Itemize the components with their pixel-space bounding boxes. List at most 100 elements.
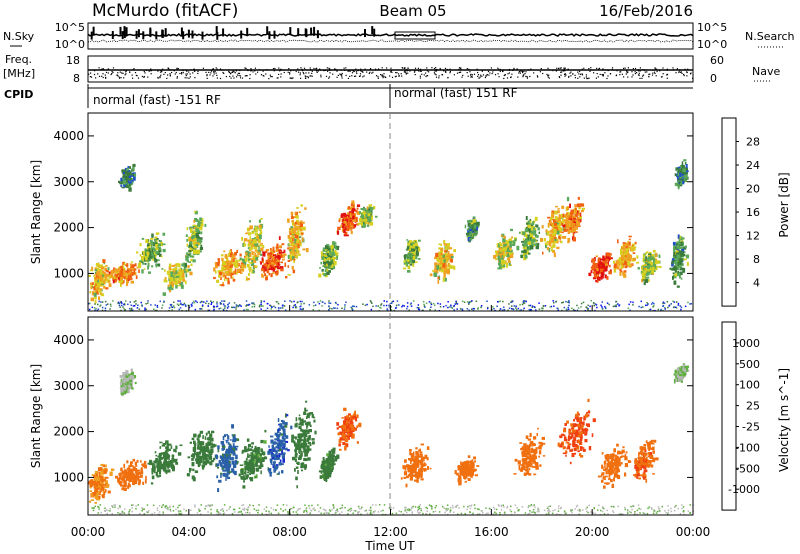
range-cell [295, 246, 299, 251]
freq-point [401, 67, 403, 69]
freq-point [229, 73, 232, 75]
colorbar-frame [721, 117, 737, 307]
range-cell [322, 247, 327, 252]
nsky-spike [121, 31, 124, 40]
range-cell [572, 219, 575, 222]
range-cell [107, 303, 109, 305]
range-cell [647, 255, 651, 257]
range-cell [96, 273, 99, 276]
freq-point [499, 70, 501, 72]
range-cell [327, 255, 331, 259]
range-cell [123, 267, 126, 271]
freq-point [188, 77, 190, 79]
range-cell [682, 237, 685, 240]
range-cell [291, 255, 295, 261]
range-cell [215, 265, 218, 269]
range-cell [467, 220, 469, 223]
range-cell [623, 270, 627, 273]
range-cell [626, 257, 628, 260]
range-cell [343, 228, 346, 234]
range-cell [577, 219, 581, 221]
range-cell [567, 306, 569, 309]
freq-point [228, 71, 230, 73]
range-cell [114, 276, 118, 281]
range-cell [349, 228, 353, 231]
freq-point [269, 74, 271, 76]
range-cell [619, 272, 622, 276]
range-cell [158, 239, 161, 242]
range-cell [239, 304, 241, 307]
range-cell [659, 266, 662, 269]
freq-point [675, 72, 677, 74]
freq-point [377, 77, 379, 79]
range-cell [207, 302, 210, 305]
freq-point [398, 75, 400, 77]
range-cell [126, 178, 128, 183]
range-cell [330, 263, 334, 268]
range-cell [221, 300, 223, 302]
range-cell [133, 268, 137, 271]
range-cell [678, 181, 681, 183]
freq-point [522, 74, 524, 76]
freq-point [651, 74, 654, 76]
range-cell [245, 255, 247, 259]
freq-point [320, 76, 322, 78]
range-cell [220, 254, 224, 257]
range-cell [314, 304, 317, 306]
range-cell [442, 263, 446, 268]
range-cell [677, 304, 680, 306]
range-cell [568, 304, 570, 307]
range-cell [406, 261, 409, 266]
range-cell [144, 263, 147, 265]
range-cell [198, 220, 201, 224]
nsky-panel [87, 22, 694, 50]
range-cell [643, 274, 646, 277]
range-cell [284, 309, 287, 311]
range-cell [423, 305, 426, 307]
range-cell [350, 306, 352, 309]
range-cell [641, 276, 646, 280]
freq-point [390, 67, 392, 69]
range-cell [671, 260, 674, 265]
range-cell [498, 260, 502, 264]
range-cell [98, 269, 101, 271]
freq-point [686, 71, 688, 74]
range-cell [564, 219, 567, 222]
range-cell [162, 243, 166, 246]
freq-point [404, 71, 406, 73]
range-cell [125, 300, 127, 302]
freq-point [504, 74, 506, 76]
range-cell [334, 261, 337, 266]
range-cell [249, 220, 251, 223]
range-cell [562, 225, 566, 228]
freq-point [340, 74, 342, 76]
range-cell [348, 221, 353, 224]
nsky-spike [268, 31, 271, 40]
freq-point [400, 73, 402, 75]
range-cell [566, 228, 569, 232]
range-cell [368, 218, 372, 223]
range-cell [265, 249, 269, 252]
range-cell [259, 244, 263, 247]
range-cell [663, 302, 666, 304]
range-cell [545, 244, 547, 249]
range-cell [135, 303, 137, 305]
range-cell [324, 261, 326, 266]
range-cell [108, 275, 111, 279]
freq-point [345, 74, 347, 76]
range-cell [259, 235, 262, 240]
nsky-spike [266, 26, 269, 35]
range-cell [335, 301, 337, 304]
range-cell [113, 267, 116, 270]
range-cell [345, 301, 347, 303]
range-cell [263, 300, 265, 303]
range-cell [574, 211, 577, 217]
range-cell [510, 301, 512, 303]
range-cell [352, 305, 354, 307]
freq-point [646, 71, 648, 73]
range-cell [448, 254, 451, 259]
freq-point [439, 67, 441, 70]
range-cell [356, 207, 359, 210]
range-cell [225, 271, 229, 276]
range-cell [103, 285, 106, 289]
